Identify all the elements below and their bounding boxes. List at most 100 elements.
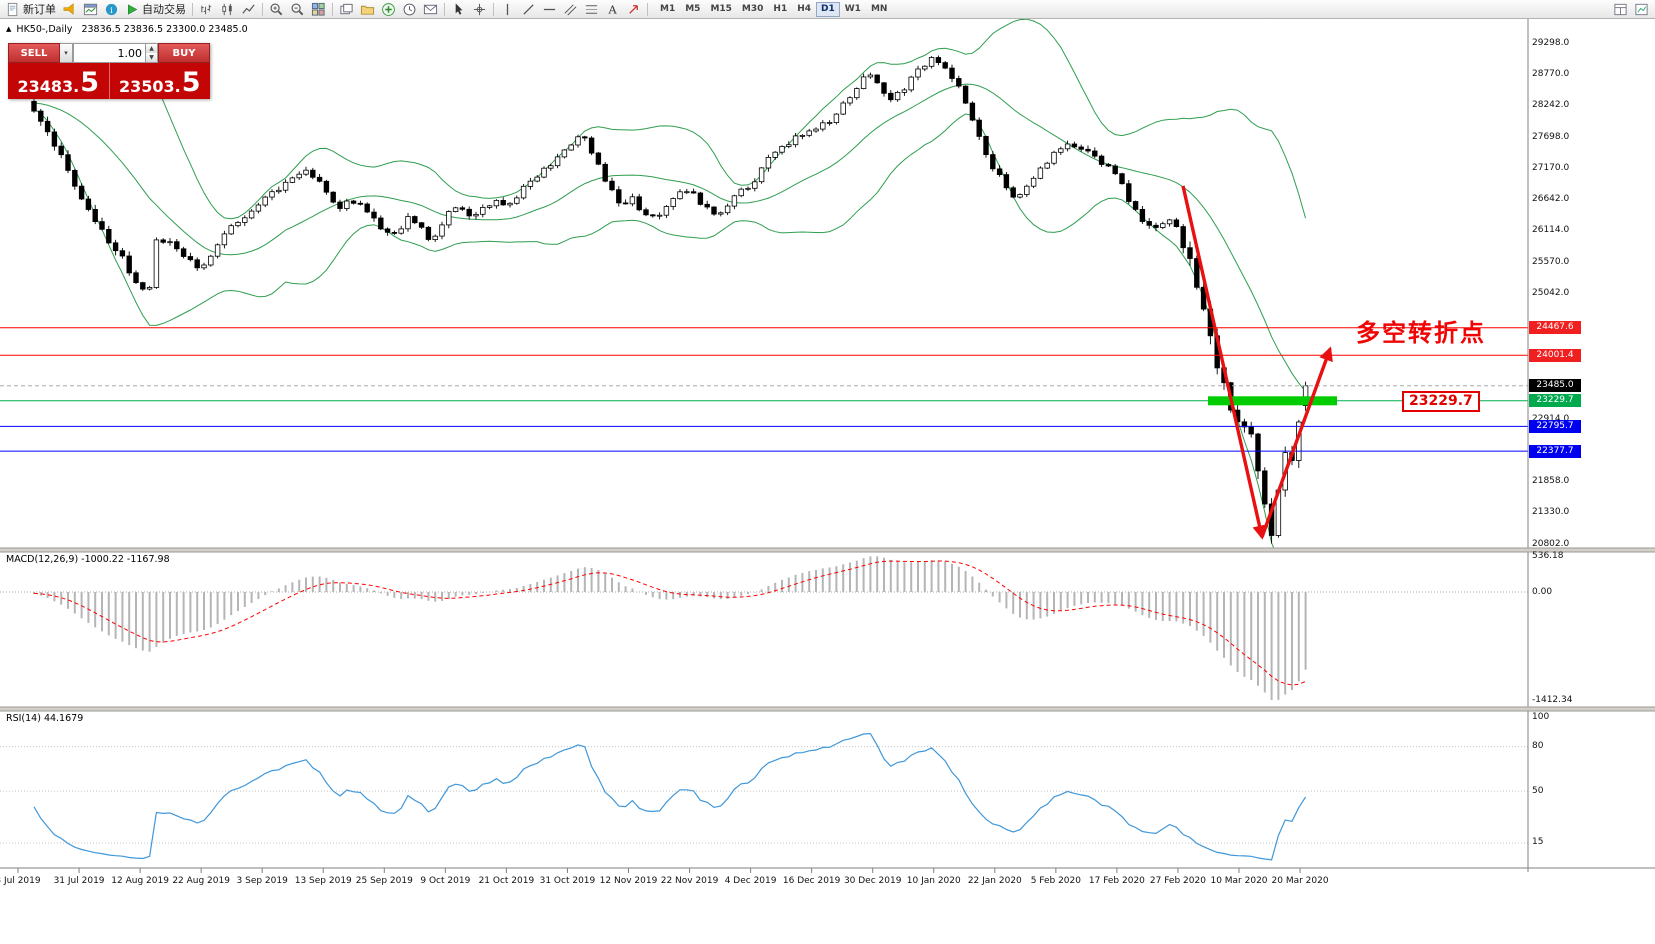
autotrading-button[interactable]: 自动交易 bbox=[122, 0, 189, 19]
panel-separator[interactable] bbox=[0, 548, 1655, 552]
timeframe-m5[interactable]: M5 bbox=[685, 3, 701, 14]
toolbar-separator bbox=[262, 2, 263, 16]
toolbar-separator bbox=[493, 2, 494, 16]
support-highlight-band bbox=[1208, 396, 1337, 406]
price-tick-label: 27698.0 bbox=[1532, 131, 1570, 142]
price-tick-label: 25570.0 bbox=[1532, 257, 1570, 268]
timeframe-toolbar: M1 M5 M15 M30 H1 H4 D1 W1 MN bbox=[655, 1, 892, 17]
crosshair-button[interactable] bbox=[469, 0, 490, 19]
strategy-tester-button[interactable] bbox=[1631, 0, 1652, 19]
date-tick-label: 10 Jan 2020 bbox=[906, 876, 961, 886]
volume-dropdown-icon[interactable]: ▾ bbox=[60, 43, 73, 63]
strategy-tester-icon bbox=[1635, 3, 1648, 15]
candlestick-chart-icon bbox=[222, 3, 232, 15]
bar-chart-button[interactable] bbox=[196, 0, 217, 19]
timeframe-m15[interactable]: M15 bbox=[710, 3, 732, 14]
panel-separator[interactable] bbox=[0, 707, 1655, 711]
volume-input[interactable] bbox=[73, 43, 145, 63]
horn-icon bbox=[63, 2, 74, 15]
channel-icon bbox=[564, 3, 577, 15]
vertical-line-button[interactable] bbox=[497, 0, 518, 19]
arrows-button[interactable] bbox=[623, 0, 644, 19]
line-chart-icon bbox=[242, 3, 255, 14]
date-tick-label: 17 Feb 2020 bbox=[1088, 876, 1145, 886]
date-tick-label: 22 Jan 2020 bbox=[967, 876, 1022, 886]
horn-button[interactable] bbox=[59, 0, 80, 19]
timeframe-d1[interactable]: D1 bbox=[816, 1, 840, 17]
new-chart-icon bbox=[340, 3, 353, 14]
support-price-box: 23229.7 bbox=[1402, 391, 1480, 412]
channel-button[interactable] bbox=[560, 0, 581, 19]
date-tick-label: 25 Sep 2019 bbox=[355, 876, 413, 886]
price-tick-label: 25042.0 bbox=[1532, 288, 1570, 299]
sell-button[interactable]: SELL bbox=[8, 43, 60, 63]
timeframe-h1[interactable]: H1 bbox=[773, 3, 788, 14]
info-circle-button[interactable]: i bbox=[101, 0, 122, 19]
macd-signal-line bbox=[33, 560, 1306, 686]
date-tick-label: 31 Oct 2019 bbox=[539, 876, 596, 886]
data-window-button[interactable] bbox=[1610, 0, 1631, 19]
price-line-label: 23229.7 bbox=[1529, 394, 1581, 408]
line-chart-button[interactable] bbox=[238, 0, 259, 19]
trend-arrow-1 bbox=[1181, 185, 1267, 540]
volume-down-icon[interactable]: ▼ bbox=[146, 53, 157, 62]
candlestick-chart-button[interactable] bbox=[217, 0, 238, 19]
info-circle-icon: i bbox=[105, 3, 118, 15]
price-tick-label: 28242.0 bbox=[1532, 99, 1570, 110]
indicators-button[interactable] bbox=[378, 0, 399, 19]
text-label-button[interactable]: A bbox=[602, 0, 623, 19]
new-order-button[interactable]: 新订单 bbox=[3, 0, 59, 19]
trend-line-button[interactable] bbox=[518, 0, 539, 19]
macd-scale-label: 0.00 bbox=[1532, 587, 1553, 597]
date-tick-label: 20 Mar 2020 bbox=[1271, 876, 1329, 886]
zoom-out-button[interactable] bbox=[287, 0, 308, 19]
tile-windows-button[interactable] bbox=[308, 0, 329, 19]
timeframe-m1[interactable]: M1 bbox=[660, 3, 676, 14]
svg-text:A: A bbox=[607, 3, 617, 16]
period-button[interactable] bbox=[399, 0, 420, 19]
date-tick-label: 22 Aug 2019 bbox=[172, 876, 230, 886]
fibonacci-button[interactable] bbox=[581, 0, 602, 19]
price-line-label: 22377.7 bbox=[1529, 444, 1581, 458]
mail-button[interactable] bbox=[420, 0, 441, 19]
timeframe-m30[interactable]: M30 bbox=[741, 3, 764, 14]
chart-symbol-header: ▲ HK50-,Daily 23836.5 23836.5 23300.0 23… bbox=[6, 24, 248, 35]
bollinger-middle bbox=[33, 83, 1306, 392]
profiles-icon bbox=[360, 5, 375, 15]
new-order-label: 新订单 bbox=[23, 3, 56, 16]
buy-button[interactable]: BUY bbox=[158, 43, 210, 63]
cursor-button[interactable] bbox=[448, 0, 469, 19]
horizontal-line-button[interactable] bbox=[539, 0, 560, 19]
sell-price[interactable]: 23483. 5 bbox=[8, 63, 110, 99]
volume-up-icon[interactable]: ▲ bbox=[146, 44, 157, 53]
zoom-in-button[interactable] bbox=[266, 0, 287, 19]
timeframe-w1[interactable]: W1 bbox=[844, 3, 861, 14]
volume-stepper[interactable]: ▲ ▼ bbox=[145, 43, 158, 63]
bar-chart-icon bbox=[201, 4, 212, 14]
date-tick-label: 21 Oct 2019 bbox=[478, 876, 535, 886]
buy-price[interactable]: 23503. 5 bbox=[118, 67, 201, 98]
price-tick-label: 26114.0 bbox=[1532, 225, 1570, 236]
toolbar-separator bbox=[647, 2, 648, 16]
date-tick-label: 5 Feb 2020 bbox=[1030, 876, 1081, 886]
trend-line-icon bbox=[523, 3, 534, 15]
symbol-title: HK50-,Daily bbox=[16, 24, 73, 35]
svg-text:i: i bbox=[110, 4, 113, 14]
tile-windows-icon bbox=[311, 2, 325, 16]
price-line-label: 24467.6 bbox=[1529, 321, 1581, 335]
price-tick-label: 22914.0 bbox=[1532, 414, 1569, 424]
profiles-button[interactable] bbox=[357, 0, 378, 19]
chart-window-button[interactable] bbox=[80, 0, 101, 19]
timeframe-mn[interactable]: MN bbox=[870, 3, 888, 14]
one-click-trading-panel: SELL ▾ ▲ ▼ BUY 23483. 5 23503. 5 bbox=[8, 43, 210, 99]
macd-scale-label: -1412.34 bbox=[1532, 694, 1573, 705]
date-tick-label: 12 Nov 2019 bbox=[599, 876, 658, 886]
price-tick-label: 21330.0 bbox=[1532, 507, 1570, 518]
rsi-scale-label: 100 bbox=[1532, 711, 1550, 722]
zoom-in-icon bbox=[270, 2, 283, 15]
new-chart-button[interactable] bbox=[336, 0, 357, 19]
timeframe-h4[interactable]: H4 bbox=[797, 3, 811, 14]
rsi-scale-label: 50 bbox=[1532, 785, 1544, 796]
price-tick-label: 20802.0 bbox=[1532, 538, 1570, 549]
